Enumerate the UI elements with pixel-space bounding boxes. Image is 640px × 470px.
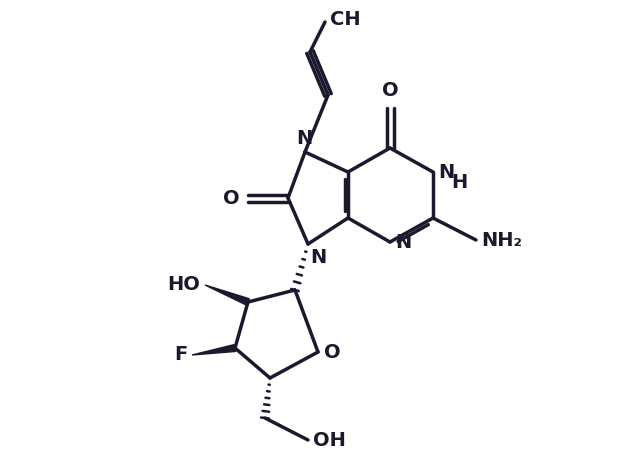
Polygon shape: [192, 345, 236, 355]
Text: O: O: [324, 343, 340, 361]
Text: N: N: [296, 129, 312, 148]
Text: NH₂: NH₂: [481, 230, 522, 250]
Polygon shape: [205, 285, 250, 305]
Text: F: F: [173, 345, 187, 365]
Text: HO: HO: [167, 275, 200, 295]
Text: O: O: [381, 81, 398, 100]
Text: N: N: [310, 248, 326, 267]
Text: O: O: [223, 188, 240, 207]
Text: H: H: [451, 172, 467, 191]
Text: N: N: [395, 233, 412, 251]
Text: CH: CH: [330, 9, 360, 29]
Text: N: N: [438, 163, 454, 181]
Text: OH: OH: [313, 431, 346, 449]
